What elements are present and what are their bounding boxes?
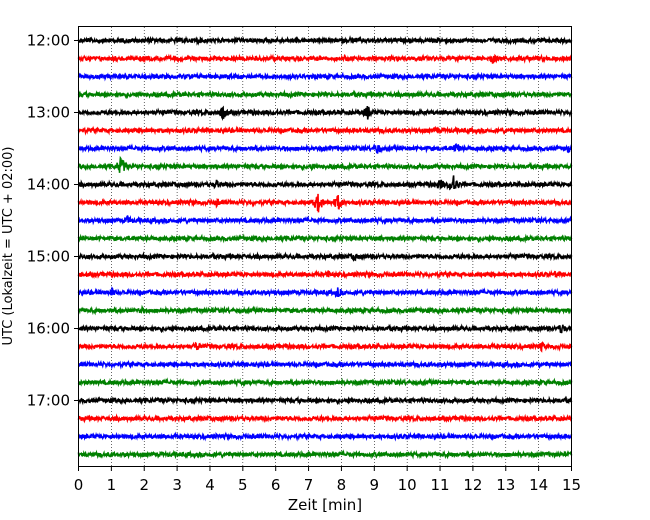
seismic-trace [78,143,573,154]
seismic-trace [77,193,573,213]
x-tick-label: 6 [271,476,281,494]
seismic-trace [78,359,573,370]
seismic-trace [77,323,573,334]
x-axis: 0 1 2 3 4 5 6 7 8 9 10 11 12 13 14 15 [74,466,581,494]
x-tick-label: 1 [107,476,117,494]
seismic-trace [77,431,573,442]
y-tick-label: 13:00 [27,104,70,122]
x-tick-label: 13 [496,476,515,494]
seismic-trace [77,286,573,299]
seismic-trace [77,413,573,424]
x-tick-label: 15 [562,476,581,494]
seismic-trace [77,395,573,406]
y-axis-label: UTC (Lokalzeit = UTC + 02:00) [1,147,16,346]
y-axis: 12:00 13:00 14:00 15:00 16:00 17:00 [27,32,79,410]
x-tick-label: 4 [205,476,215,494]
seismic-trace [77,71,573,82]
seismic-trace [77,35,573,46]
seismic-trace [77,304,573,316]
y-tick-label: 16:00 [27,320,70,338]
x-tick-label: 0 [74,476,84,494]
seismic-trace [77,53,573,64]
y-tick-label: 17:00 [27,392,70,410]
x-axis-label: Zeit [min] [288,496,362,514]
seismic-trace [77,269,572,280]
seismic-trace [78,341,573,353]
x-tick-label: 5 [238,476,248,494]
seismic-trace [77,449,573,460]
x-tick-label: 7 [304,476,314,494]
x-tick-label: 14 [529,476,548,494]
x-tick-label: 9 [370,476,380,494]
y-tick-label: 15:00 [27,248,70,266]
x-tick-label: 11 [430,476,449,494]
seismic-trace [78,251,573,262]
traces [77,35,573,460]
x-tick-label: 10 [398,476,417,494]
grid-lines [111,27,539,466]
x-tick-label: 3 [172,476,182,494]
seismic-trace [77,89,573,100]
seismic-trace [77,155,573,173]
seismic-trace [77,233,573,244]
y-tick-label: 12:00 [27,32,70,50]
x-tick-label: 2 [139,476,149,494]
seismic-trace [78,105,573,122]
seismic-trace [77,215,573,226]
seismic-trace [77,175,573,191]
plot-frame [78,26,572,467]
seismic-trace [77,125,572,136]
seismic-trace [77,377,573,388]
y-tick-label: 14:00 [27,176,70,194]
x-tick-label: 8 [337,476,347,494]
x-tick-label: 12 [463,476,482,494]
